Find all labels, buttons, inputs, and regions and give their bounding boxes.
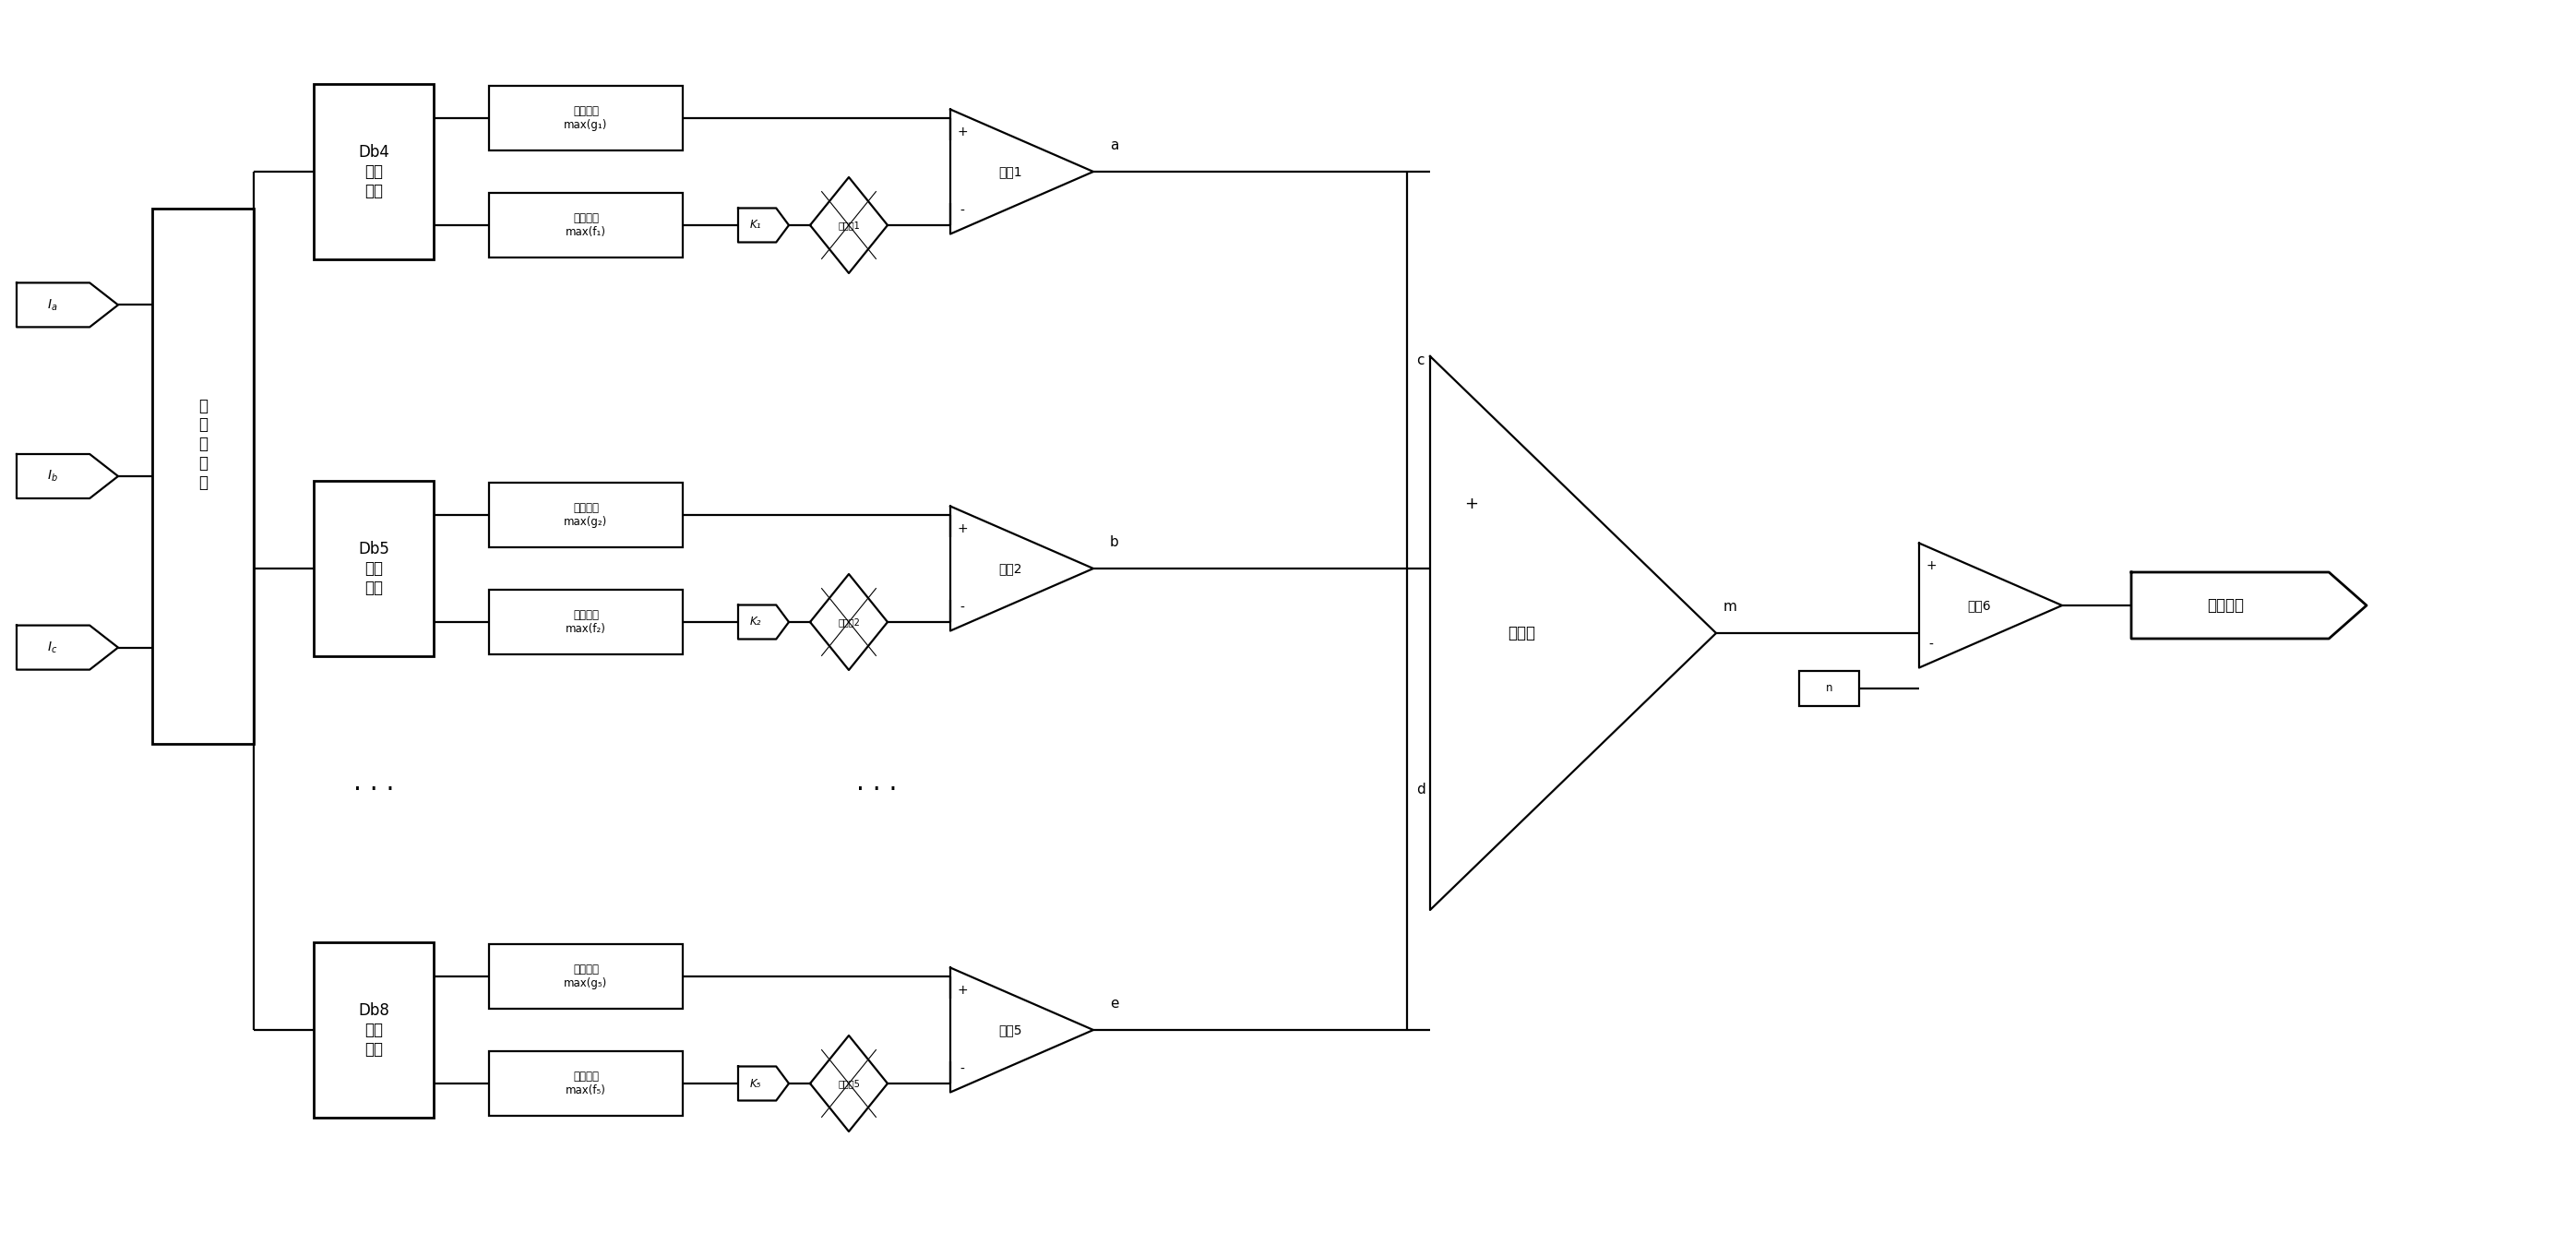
Polygon shape (951, 507, 1092, 631)
Text: +: + (1466, 496, 1479, 512)
Polygon shape (809, 575, 889, 670)
Text: 比较2: 比较2 (999, 562, 1023, 575)
Polygon shape (951, 968, 1092, 1092)
Text: -: - (961, 205, 963, 218)
Text: 选线结果: 选线结果 (2208, 597, 2244, 614)
Polygon shape (951, 110, 1092, 234)
Bar (314, 942, 433, 1117)
Polygon shape (15, 625, 118, 670)
Text: m: m (1723, 600, 1736, 614)
Polygon shape (15, 282, 118, 327)
Text: $I_c$: $I_c$ (46, 640, 57, 655)
Text: -: - (961, 602, 963, 615)
Bar (489, 192, 683, 258)
Text: 乘法器2: 乘法器2 (837, 618, 860, 626)
Text: +: + (1927, 559, 1937, 572)
Text: · · ·: · · · (855, 777, 896, 803)
Text: Db4
小波
分析: Db4 小波 分析 (358, 144, 389, 200)
Text: +: + (956, 523, 969, 535)
Text: 高频分量
max(g₁): 高频分量 max(g₁) (564, 105, 608, 131)
Polygon shape (739, 605, 788, 639)
Bar (489, 589, 683, 655)
Text: 低频分量
max(f₁): 低频分量 max(f₁) (567, 212, 605, 238)
Polygon shape (739, 1067, 788, 1101)
Text: 乘法器1: 乘法器1 (837, 221, 860, 229)
Bar (489, 944, 683, 1009)
Text: c: c (1417, 354, 1425, 367)
Text: -: - (1929, 639, 1935, 652)
Polygon shape (15, 454, 118, 498)
Text: 比较6: 比较6 (1968, 599, 1991, 612)
Text: n: n (1826, 683, 1832, 694)
Text: · · ·: · · · (353, 777, 394, 803)
Polygon shape (2130, 572, 2367, 639)
Text: 低频分量
max(f₅): 低频分量 max(f₅) (567, 1070, 605, 1096)
Text: 高频分量
max(g₅): 高频分量 max(g₅) (564, 963, 608, 989)
Polygon shape (809, 1036, 889, 1132)
Polygon shape (739, 208, 788, 242)
Polygon shape (1430, 356, 1716, 910)
Text: K₅: K₅ (750, 1078, 762, 1090)
Text: e: e (1110, 997, 1118, 1011)
Text: d: d (1417, 783, 1425, 797)
Text: Db8
小波
分析: Db8 小波 分析 (358, 1002, 389, 1058)
Text: $I_b$: $I_b$ (46, 469, 57, 483)
Text: $I_a$: $I_a$ (46, 297, 57, 312)
Bar (489, 482, 683, 547)
Bar (1798, 671, 1860, 707)
Text: 低频分量
max(f₂): 低频分量 max(f₂) (567, 609, 605, 635)
Text: 乘法器5: 乘法器5 (837, 1079, 860, 1088)
Text: 比较5: 比较5 (999, 1023, 1023, 1037)
Text: K₂: K₂ (750, 616, 762, 628)
Text: K₁: K₁ (750, 219, 762, 231)
Bar (489, 86, 683, 150)
Text: 比较1: 比较1 (999, 165, 1023, 178)
Text: Db5
小波
分析: Db5 小波 分析 (358, 541, 389, 596)
Polygon shape (809, 178, 889, 274)
Text: +: + (956, 126, 969, 138)
Bar (489, 1052, 683, 1116)
Bar (314, 84, 433, 259)
Text: 零
序
滤
过
器: 零 序 滤 过 器 (198, 397, 209, 491)
Text: +: + (956, 984, 969, 996)
Bar (314, 481, 433, 656)
Text: a: a (1110, 139, 1118, 153)
Polygon shape (1919, 543, 2063, 668)
Bar (152, 208, 252, 743)
Text: 高频分量
max(g₂): 高频分量 max(g₂) (564, 502, 608, 528)
Text: b: b (1110, 536, 1118, 550)
Text: -: - (961, 1063, 963, 1076)
Text: 加法器: 加法器 (1507, 625, 1535, 641)
